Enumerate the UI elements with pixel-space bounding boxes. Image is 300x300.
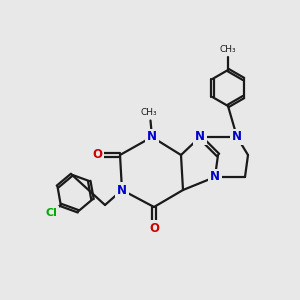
Text: CH₃: CH₃ [220, 44, 236, 53]
Text: O: O [149, 221, 159, 235]
Text: N: N [195, 130, 205, 143]
Text: Cl: Cl [46, 208, 58, 218]
Text: N: N [147, 130, 157, 143]
Text: N: N [117, 184, 127, 196]
Text: CH₃: CH₃ [141, 108, 157, 117]
Text: N: N [210, 170, 220, 184]
Text: N: N [232, 130, 242, 143]
Text: O: O [92, 148, 102, 161]
